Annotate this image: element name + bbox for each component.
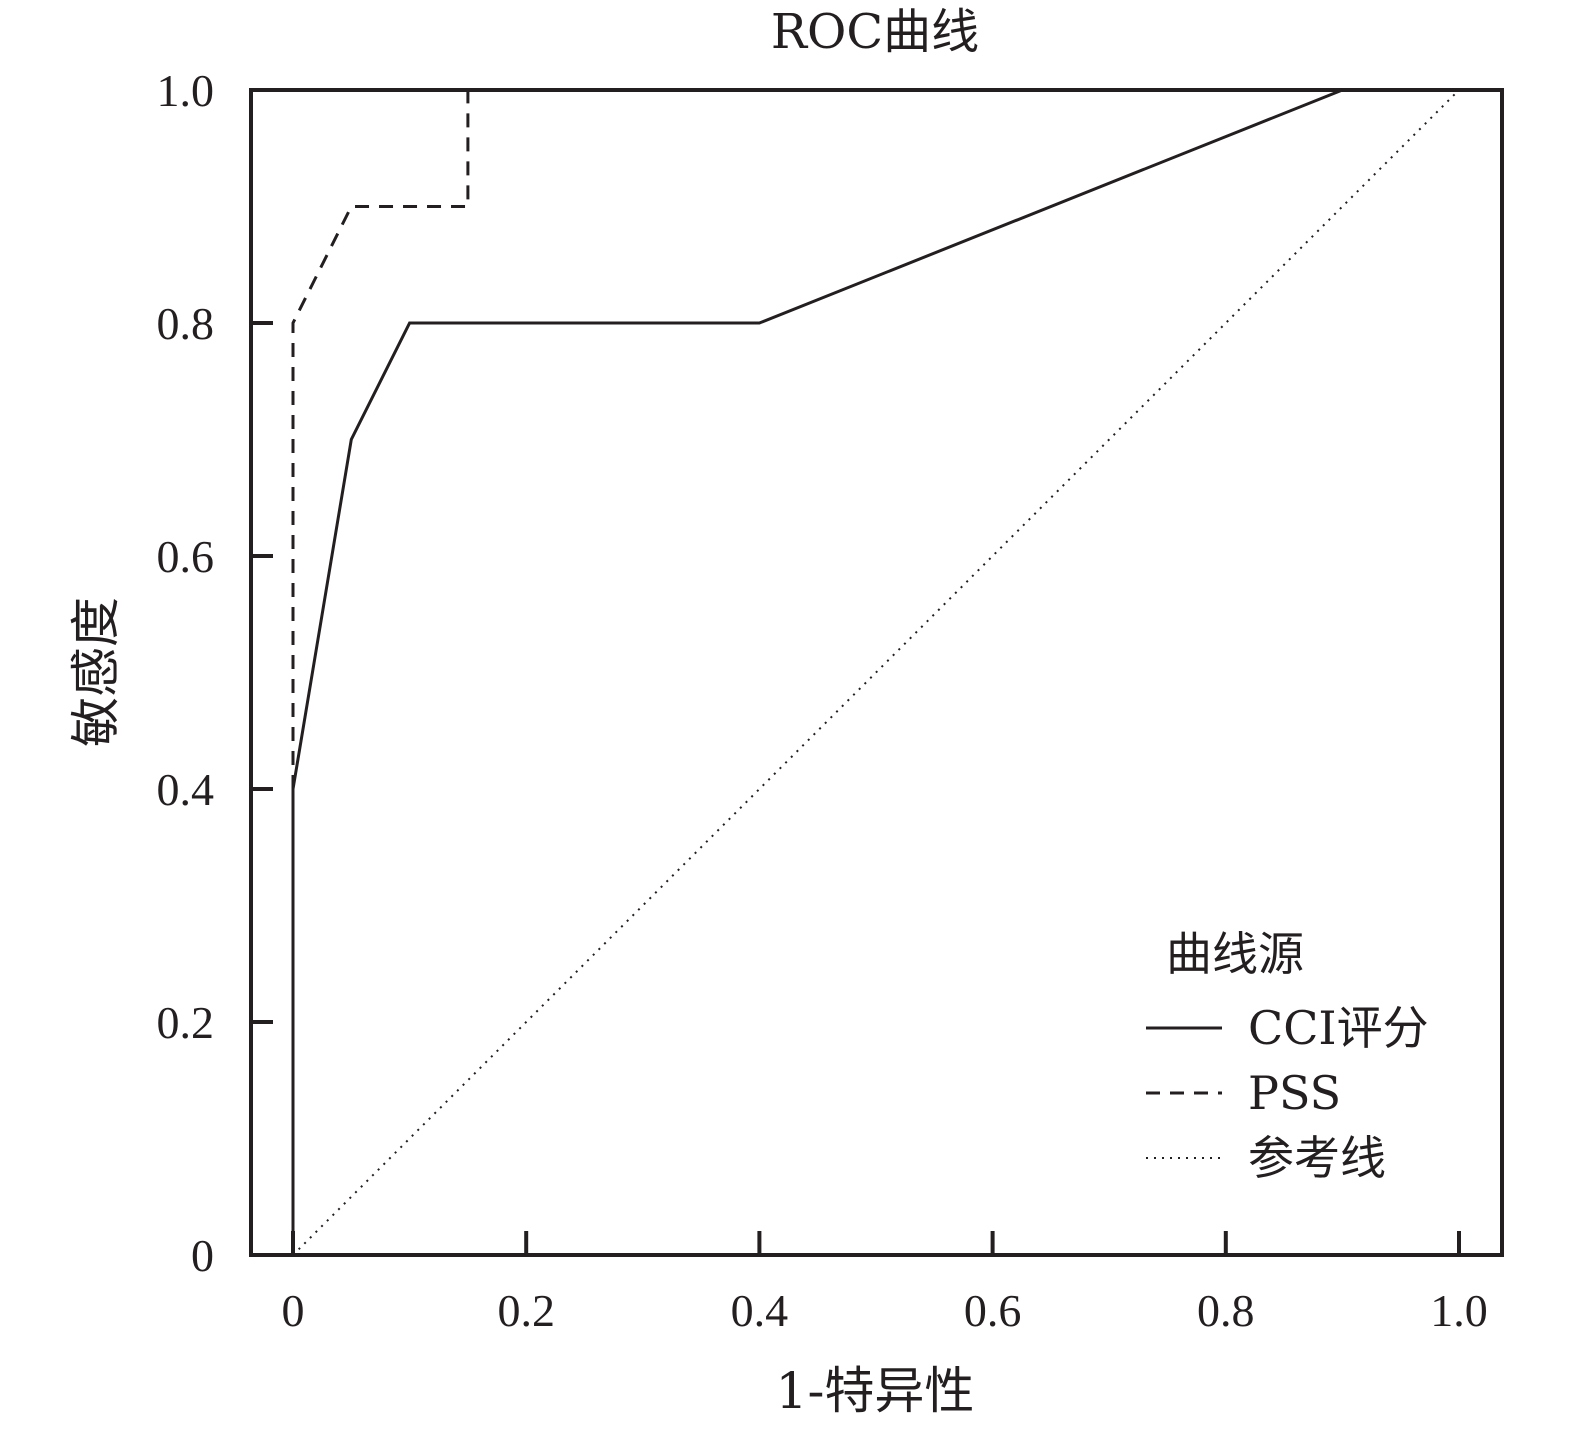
y-tick-label: 0 <box>191 1230 214 1281</box>
chart-title: ROC曲线 <box>771 4 979 60</box>
x-tick-label: 0.8 <box>1197 1285 1255 1336</box>
x-axis-ticks: 0 0.2 0.4 0.6 0.8 1.0 <box>282 1231 1488 1336</box>
legend-label: CCI评分 <box>1248 1001 1429 1055</box>
x-tick-label: 0.2 <box>497 1285 555 1336</box>
y-tick-label: 0.2 <box>157 997 215 1048</box>
series-line-1 <box>291 88 1343 1255</box>
legend-title: 曲线源 <box>1166 927 1304 981</box>
y-axis-title: 敏感度 <box>67 597 125 747</box>
series-layer <box>291 88 1460 1256</box>
y-axis-ticks: 0 0.2 0.4 0.6 0.8 1.0 <box>157 65 273 1281</box>
y-tick-label: 0.4 <box>157 764 215 815</box>
series-line-3 <box>292 89 1460 1256</box>
y-tick-label: 0.6 <box>157 531 215 582</box>
x-tick-label: 0.4 <box>731 1285 789 1336</box>
series-line-2 <box>291 90 470 789</box>
plot-frame <box>249 88 1504 1257</box>
y-tick-label: 1.0 <box>157 65 215 116</box>
x-tick-label: 0.6 <box>964 1285 1022 1336</box>
legend-items: CCI评分 PSS 参考线 <box>1146 1001 1429 1185</box>
legend: 曲线源 CCI评分 PSS 参考线 <box>1146 927 1429 1185</box>
x-tick-label: 1.0 <box>1430 1285 1488 1336</box>
legend-label: PSS <box>1248 1066 1341 1120</box>
y-tick-label: 0.8 <box>157 298 215 349</box>
x-axis-title: 1-特异性 <box>776 1362 975 1420</box>
x-tick-label: 0 <box>282 1285 305 1336</box>
legend-label: 参考线 <box>1248 1131 1386 1185</box>
